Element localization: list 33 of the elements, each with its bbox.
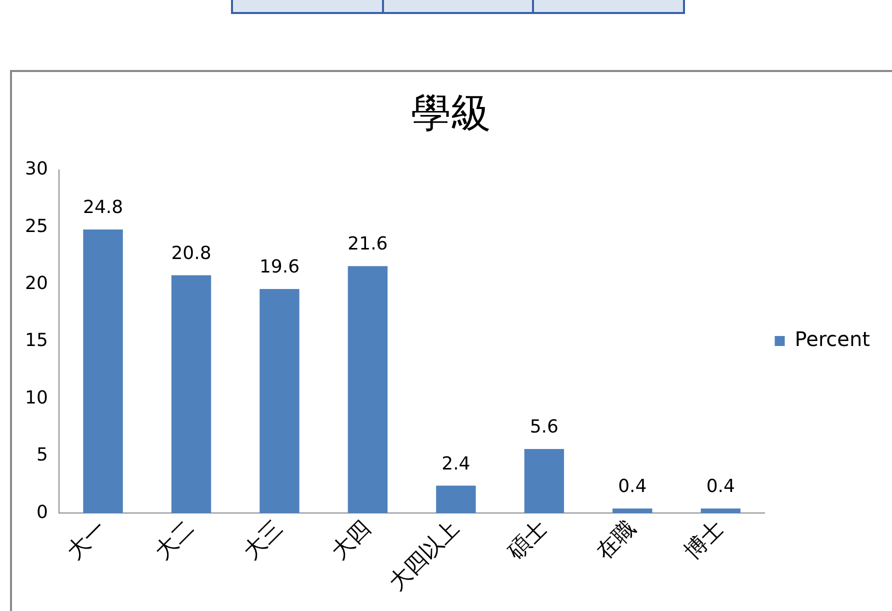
y-tick-label: 20 xyxy=(25,273,48,294)
bar xyxy=(436,486,476,514)
data-label: 24.8 xyxy=(82,197,124,218)
chart-title: 學級 xyxy=(411,90,491,136)
legend-label: Percent xyxy=(794,327,870,352)
x-tick-label: 博士 xyxy=(680,516,729,565)
data-label: 0.4 xyxy=(618,476,647,498)
data-label: 19.6 xyxy=(259,256,300,278)
y-tick-label: 30 xyxy=(25,158,48,180)
x-tick-label: 在職 xyxy=(592,516,641,565)
bar xyxy=(700,508,740,514)
x-tick-label: 大三 xyxy=(238,516,288,565)
y-tick-label: 15 xyxy=(25,330,48,352)
bar xyxy=(260,288,300,514)
y-tick-label: 10 xyxy=(25,387,48,408)
data-label: 0.4 xyxy=(706,476,735,498)
bar xyxy=(524,449,564,514)
y-tick-label: 5 xyxy=(36,444,48,466)
y-tick-label: 0 xyxy=(36,502,48,523)
x-tick-label: 大二 xyxy=(150,516,200,565)
x-tick-label: 大四 xyxy=(327,516,376,565)
data-label: 5.6 xyxy=(530,416,558,438)
x-tick-label: 碩士 xyxy=(502,516,552,566)
x-tick-label: 大四以上 xyxy=(384,516,464,596)
data-label: 20.8 xyxy=(171,242,212,264)
bar xyxy=(612,508,652,514)
bar xyxy=(348,266,388,514)
data-label: 21.6 xyxy=(348,234,388,255)
y-tick-label: 25 xyxy=(25,216,48,237)
data-label: 2.4 xyxy=(442,453,470,474)
bar xyxy=(171,275,212,514)
bar xyxy=(83,229,123,514)
x-tick-label: 大一 xyxy=(62,516,112,565)
